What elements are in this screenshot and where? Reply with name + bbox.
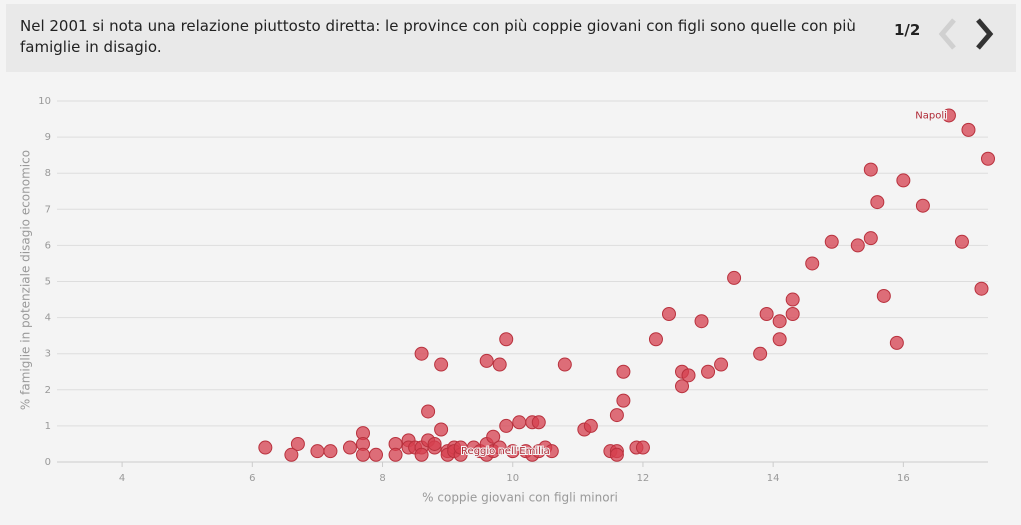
pager: 1/2 [894,21,921,39]
point [785,292,800,307]
point [531,415,546,430]
point [870,195,885,210]
y-tick-label: 1 [45,421,51,432]
y-tick-label: 9 [45,132,51,143]
y-tick-label: 6 [45,240,51,251]
point-label: Napoli [915,110,947,121]
point [648,332,663,347]
point [486,429,501,444]
point [876,288,891,303]
point [772,314,787,329]
point [772,332,787,347]
point [310,444,325,459]
point [609,447,624,462]
point [974,281,989,296]
x-tick-label: 12 [637,473,650,484]
point [557,357,572,372]
point [616,364,631,379]
point [434,422,449,437]
point [961,122,976,137]
point [635,440,650,455]
point [434,357,449,372]
point [609,408,624,423]
point [759,306,774,321]
point [863,162,878,177]
point [492,440,507,455]
point [284,447,299,462]
point [753,346,768,361]
point [941,108,956,123]
point [681,368,696,383]
point [583,418,598,433]
point [414,346,429,361]
point [499,332,514,347]
caption: Nel 2001 si nota una relazione piuttosto… [20,17,856,56]
y-tick-label: 2 [45,385,51,396]
point [616,393,631,408]
point [421,404,436,419]
y-tick-label: 4 [45,313,51,324]
point [499,418,514,433]
y-tick-label: 5 [45,277,51,288]
point [863,231,878,246]
y-tick-label: 3 [45,349,51,360]
prev-button[interactable] [934,16,964,52]
point [342,440,357,455]
chart: % coppie giovani con figli minori % fami… [19,96,995,505]
y-tick-label: 7 [45,204,51,215]
point [388,447,403,462]
y-axis-label: % famiglie in potenziale disagio economi… [19,150,33,410]
point [785,306,800,321]
point [981,151,995,166]
x-tick-label: 4 [119,473,125,484]
point [427,436,442,451]
point [896,173,911,188]
x-tick-label: 16 [897,473,910,484]
y-tick-label: 10 [38,96,51,107]
point [805,256,820,271]
point [889,335,904,350]
point [323,444,338,459]
point [479,353,494,368]
point [661,306,676,321]
x-tick-label: 14 [767,473,780,484]
point [824,234,839,249]
y-tick-label: 0 [45,457,51,468]
y-tick-label: 8 [45,168,51,179]
caption-bar: Nel 2001 si nota una relazione piuttosto… [6,4,1016,72]
x-tick-label: 8 [379,473,385,484]
next-button[interactable] [970,16,1000,52]
x-tick-label: 6 [249,473,255,484]
point [355,447,370,462]
point [675,379,690,394]
point [492,357,507,372]
point [701,364,716,379]
point [369,447,384,462]
point [727,270,742,285]
point [290,436,305,451]
x-axis-label: % coppie giovani con figli minori [422,491,618,505]
point [714,357,729,372]
point [258,440,273,455]
point [915,198,930,213]
point [694,314,709,329]
point [414,447,429,462]
point-label: Reggio nell'Emilia [461,446,550,457]
point [512,415,527,430]
point [850,238,865,253]
point [954,234,969,249]
x-tick-label: 10 [506,473,519,484]
point [544,444,559,459]
